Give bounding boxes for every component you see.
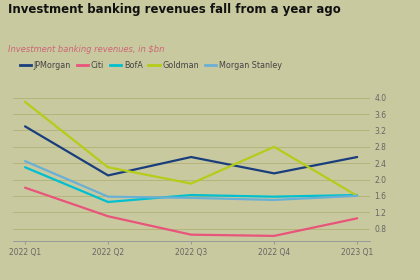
Text: Investment banking revenues fall from a year ago: Investment banking revenues fall from a …	[8, 3, 341, 16]
Text: Investment banking revenues, in $bn: Investment banking revenues, in $bn	[8, 45, 165, 54]
Legend: JPMorgan, Citi, BofA, Goldman, Morgan Stanley: JPMorgan, Citi, BofA, Goldman, Morgan St…	[17, 58, 285, 73]
